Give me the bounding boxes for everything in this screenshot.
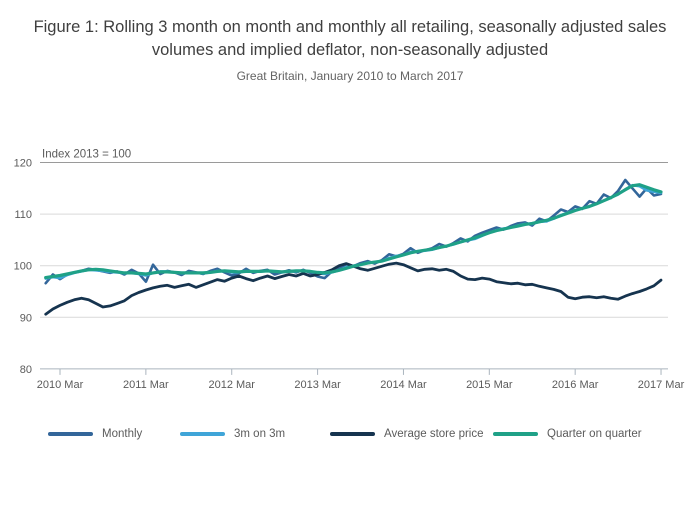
legend-item-monthly[interactable]: Monthly bbox=[48, 423, 142, 445]
chart-subtitle: Great Britain, January 2010 to March 201… bbox=[236, 68, 464, 83]
x-axis: 2010 Mar 2011 Mar 2012 Mar 2013 Mar 2014 Mar… bbox=[37, 368, 685, 391]
y-axis-tick-labels: 120 110 100 90 80 bbox=[14, 158, 32, 376]
legend-label: 3m on 3m bbox=[234, 428, 286, 440]
legend-swatch-quarter-on-quarter bbox=[493, 432, 538, 436]
x-tick-label: 2015 Mar bbox=[466, 379, 513, 391]
legend-label: Quarter on quarter bbox=[547, 428, 642, 440]
series-line-average-store-price bbox=[44, 261, 663, 316]
legend-swatch-average-store-price bbox=[330, 432, 375, 436]
x-tick-label: 2010 Mar bbox=[37, 379, 84, 391]
series-line-quarter-on-quarter bbox=[44, 183, 663, 280]
x-tick-label: 2011 Mar bbox=[123, 379, 169, 391]
y-tick-label: 120 bbox=[14, 158, 32, 170]
chart-title: Figure 1: Rolling 3 month on month and m… bbox=[33, 18, 667, 59]
y-tick-label: 80 bbox=[20, 364, 32, 376]
y-tick-label: 100 bbox=[14, 261, 32, 273]
y-tick-label: 110 bbox=[14, 209, 32, 221]
y-tick-label: 90 bbox=[20, 312, 32, 324]
legend-item-3m-on-3m[interactable]: 3m on 3m bbox=[180, 423, 285, 445]
series-lines bbox=[44, 178, 663, 316]
x-tick-label: 2012 Mar bbox=[208, 379, 255, 391]
chart-legend: Monthly 3m on 3m Average store price Quarte… bbox=[0, 423, 700, 445]
x-tick-label: 2014 Mar bbox=[380, 379, 427, 391]
legend-label: Monthly bbox=[102, 428, 143, 440]
legend-item-average-store-price[interactable]: Average store price bbox=[330, 423, 484, 445]
legend-item-quarter-on-quarter[interactable]: Quarter on quarter bbox=[493, 423, 642, 445]
index-base-annotation: Index 2013 = 100 bbox=[42, 149, 131, 161]
x-tick-label: 2016 Mar bbox=[552, 379, 599, 391]
x-tick-label: 2017 Mar bbox=[638, 379, 685, 391]
legend-label: Average store price bbox=[384, 428, 484, 440]
x-tick-label: 2013 Mar bbox=[294, 379, 341, 391]
legend-swatch-3m-on-3m bbox=[180, 432, 225, 436]
legend-swatch-monthly bbox=[48, 432, 93, 436]
